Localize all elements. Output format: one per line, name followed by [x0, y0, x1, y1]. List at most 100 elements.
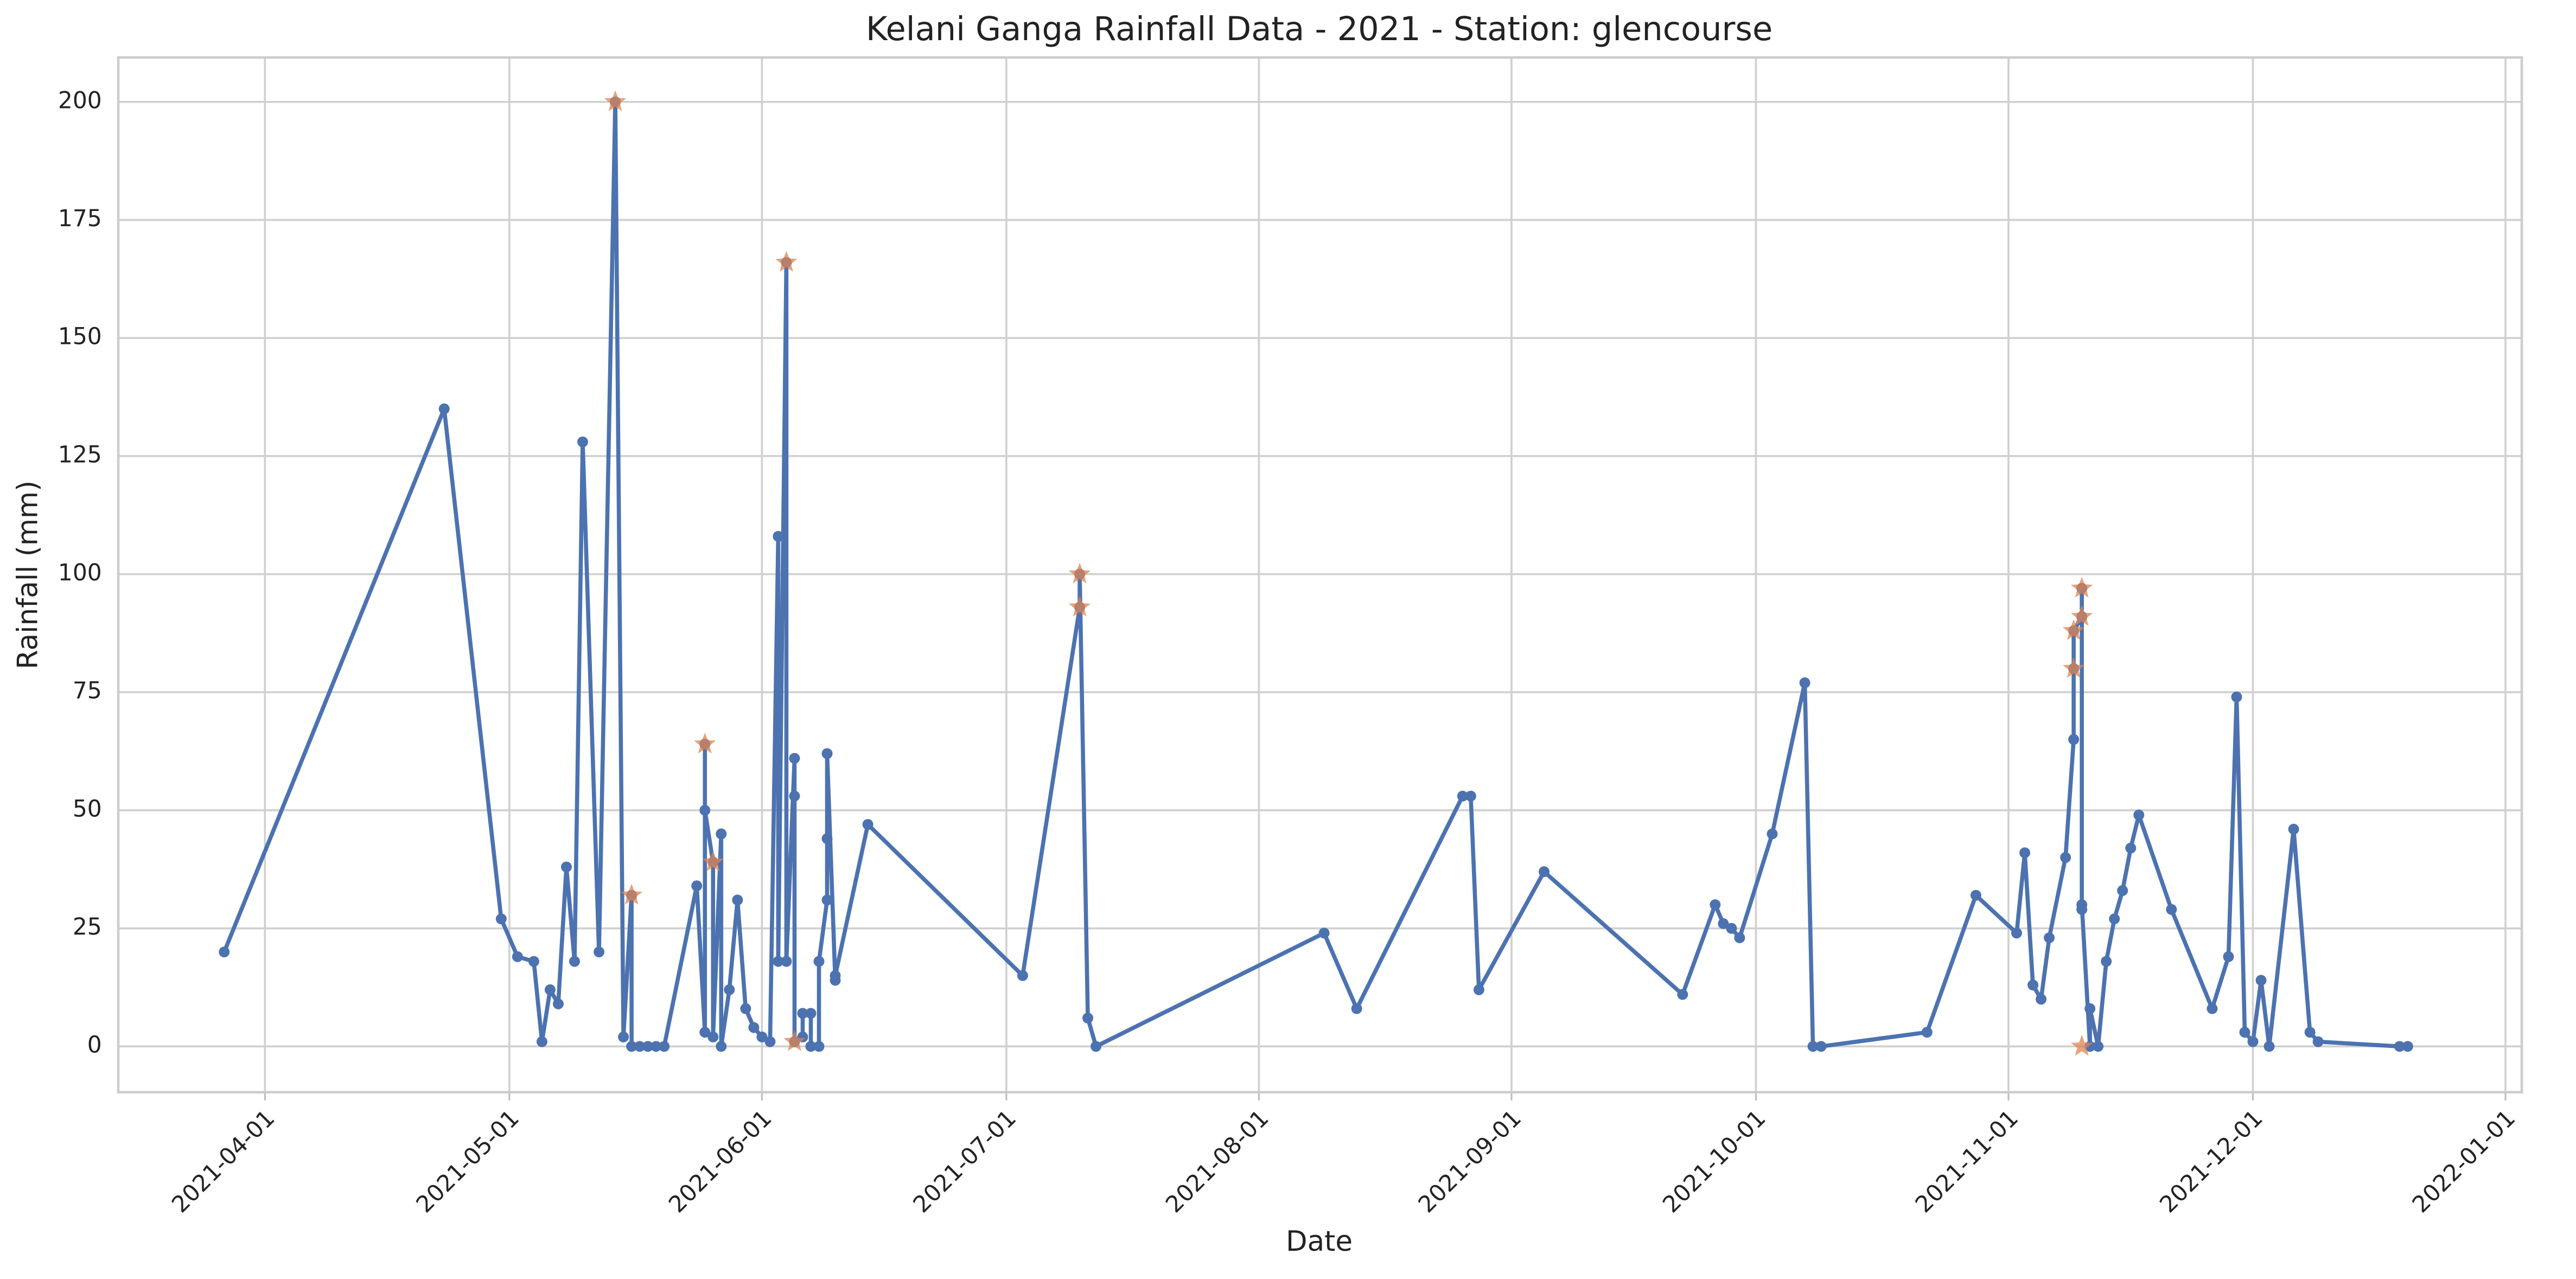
data-point [2019, 847, 2031, 859]
y-tick-label: 75 [73, 677, 102, 704]
data-point [2402, 1041, 2413, 1052]
data-point [797, 1008, 808, 1019]
y-tick-label: 100 [58, 559, 102, 586]
data-point [2288, 823, 2299, 835]
y-tick-label: 125 [58, 441, 102, 468]
anomaly-marker [694, 732, 716, 754]
data-point [789, 753, 800, 764]
data-point [821, 748, 833, 759]
data-point [1318, 928, 1330, 939]
data-point [1677, 989, 1688, 1000]
data-point [659, 1041, 670, 1052]
x-tick-label: 2021-04-01 [167, 1105, 280, 1218]
data-point [651, 1041, 662, 1052]
data-point [1473, 984, 1484, 995]
data-point [1815, 1041, 1827, 1052]
data-point [512, 951, 523, 962]
y-tick-label: 200 [58, 87, 102, 113]
data-point [1718, 918, 1729, 929]
data-point [1539, 866, 1550, 878]
data-point [634, 1041, 646, 1052]
data-point [773, 530, 784, 542]
data-point [1807, 1041, 1819, 1052]
anomaly-marker [702, 850, 724, 872]
data-point [1726, 923, 1737, 934]
x-tick-label: 2021-07-01 [908, 1105, 1021, 1218]
data-point [748, 1022, 760, 1033]
anomaly-marker [2070, 577, 2093, 598]
y-tick-label: 0 [87, 1032, 102, 1058]
y-tick-label: 25 [73, 913, 102, 940]
data-point [773, 956, 784, 967]
data-point [536, 1036, 547, 1047]
x-tick-label: 2021-11-01 [1910, 1105, 2024, 1218]
anomaly-marker [604, 90, 627, 111]
data-point [618, 1031, 629, 1043]
data-point [495, 913, 507, 925]
data-point [569, 956, 580, 967]
data-point [552, 998, 564, 1009]
data-point [2117, 885, 2128, 896]
data-point [528, 956, 539, 967]
data-point [2231, 691, 2242, 702]
data-point [2133, 809, 2145, 821]
data-point [756, 1031, 768, 1043]
data-point [707, 1031, 719, 1043]
data-point [805, 1041, 817, 1052]
x-tick-label: 2022-01-01 [2407, 1105, 2521, 1218]
data-point [1351, 1003, 1362, 1014]
data-point [1457, 790, 1468, 802]
data-point [626, 1041, 637, 1052]
data-point [805, 1008, 817, 1019]
data-point [2312, 1036, 2324, 1047]
anomaly-marker [620, 884, 643, 905]
data-point [219, 947, 230, 958]
data-point [2247, 1036, 2259, 1047]
data-point [594, 947, 605, 958]
anomaly-marker [2062, 619, 2085, 641]
data-point [1091, 1041, 1102, 1052]
x-tick-label: 2021-08-01 [1161, 1105, 1274, 1218]
data-point [813, 1041, 825, 1052]
data-point [560, 861, 572, 873]
anomaly-marker [2070, 1034, 2093, 1056]
data-point [2394, 1041, 2405, 1052]
anomaly-marker [775, 251, 798, 272]
data-point [438, 403, 450, 414]
data-point [699, 1027, 711, 1038]
data-point [781, 956, 792, 967]
data-point [813, 956, 825, 967]
data-point [642, 1041, 654, 1052]
y-tick-label: 150 [58, 323, 102, 350]
data-point [1767, 828, 1778, 840]
data-point [821, 833, 833, 845]
data-point [1921, 1027, 1933, 1038]
data-point [1734, 932, 1745, 943]
data-point [764, 1036, 776, 1047]
data-point [716, 828, 727, 840]
anomaly-marker [1068, 562, 1091, 584]
data-point [716, 1041, 727, 1052]
data-point [2060, 852, 2071, 863]
data-point [2255, 975, 2267, 986]
anomaly-marker [2062, 657, 2085, 678]
data-point [2101, 956, 2112, 967]
data-point [1710, 899, 1721, 910]
data-point [2027, 980, 2039, 990]
data-point [821, 894, 833, 906]
data-point [732, 894, 743, 906]
y-tick-label: 50 [73, 795, 102, 822]
data-point [2093, 1041, 2104, 1052]
data-point [2304, 1027, 2316, 1038]
data-point [740, 1003, 751, 1014]
data-point [2036, 994, 2047, 1005]
data-point [699, 804, 711, 816]
anomaly-marker [783, 1030, 806, 1051]
data-point [1799, 677, 1810, 688]
data-point [577, 436, 588, 447]
y-axis-label: Rainfall (mm) [12, 481, 44, 669]
data-point [2207, 1003, 2218, 1014]
plot-frame [117, 56, 2523, 1093]
data-point [2068, 734, 2080, 745]
